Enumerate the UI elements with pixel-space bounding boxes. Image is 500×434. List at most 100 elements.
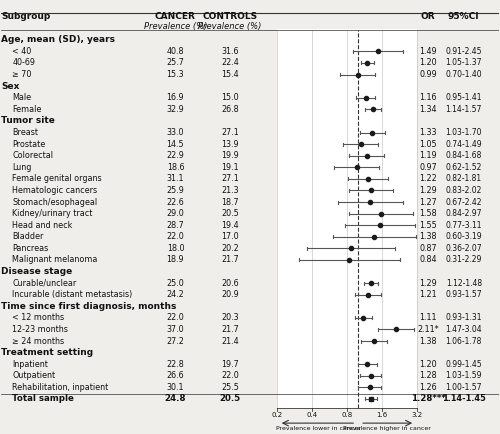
Text: 1.20: 1.20 xyxy=(419,360,437,369)
Text: 1.16: 1.16 xyxy=(420,93,437,102)
Text: 20.5: 20.5 xyxy=(220,395,240,404)
Text: 1.06-1.78: 1.06-1.78 xyxy=(446,336,482,345)
Text: 0.83-2.02: 0.83-2.02 xyxy=(446,186,482,195)
Text: 1.28***: 1.28*** xyxy=(410,395,446,404)
Text: Colorectal: Colorectal xyxy=(12,151,53,160)
Text: 0.36-2.07: 0.36-2.07 xyxy=(446,244,482,253)
Text: 29.0: 29.0 xyxy=(166,209,184,218)
Text: 27.1: 27.1 xyxy=(221,128,239,137)
Text: Tumor site: Tumor site xyxy=(2,116,56,125)
Text: 3.2: 3.2 xyxy=(411,412,422,418)
Text: 32.9: 32.9 xyxy=(166,105,184,114)
Text: 21.4: 21.4 xyxy=(222,336,239,345)
Text: 33.0: 33.0 xyxy=(166,128,184,137)
Text: 1.27: 1.27 xyxy=(419,197,437,207)
Text: 14.5: 14.5 xyxy=(166,140,184,148)
Text: 37.0: 37.0 xyxy=(166,325,184,334)
Text: 0.8: 0.8 xyxy=(342,412,352,418)
Text: < 40: < 40 xyxy=(12,47,32,56)
Text: 21.3: 21.3 xyxy=(222,186,239,195)
Text: 40.8: 40.8 xyxy=(166,47,184,56)
Text: 19.4: 19.4 xyxy=(222,220,239,230)
Text: 1.33: 1.33 xyxy=(420,128,437,137)
Text: 24.2: 24.2 xyxy=(166,290,184,299)
Text: Breast: Breast xyxy=(12,128,38,137)
Text: 19.9: 19.9 xyxy=(221,151,239,160)
Text: 0.99: 0.99 xyxy=(419,70,437,79)
Text: Hematologic cancers: Hematologic cancers xyxy=(12,186,98,195)
Text: 18.6: 18.6 xyxy=(166,163,184,172)
Text: 17.0: 17.0 xyxy=(222,232,239,241)
Text: 1.28: 1.28 xyxy=(419,372,437,380)
Text: 0.67-2.42: 0.67-2.42 xyxy=(446,197,482,207)
Text: 18.0: 18.0 xyxy=(166,244,184,253)
Text: 1.21: 1.21 xyxy=(419,290,437,299)
Text: ≥ 70: ≥ 70 xyxy=(12,70,32,79)
Text: Sex: Sex xyxy=(2,82,20,91)
Text: Curable/unclear: Curable/unclear xyxy=(12,279,76,288)
Text: 1.34: 1.34 xyxy=(420,105,437,114)
Text: Prevalence (%): Prevalence (%) xyxy=(198,22,262,31)
Text: Head and neck: Head and neck xyxy=(12,220,72,230)
Text: ≥ 24 months: ≥ 24 months xyxy=(12,336,64,345)
Text: 20.9: 20.9 xyxy=(221,290,239,299)
Text: 0.97: 0.97 xyxy=(419,163,437,172)
Text: 20.3: 20.3 xyxy=(222,313,239,322)
Text: 16.9: 16.9 xyxy=(166,93,184,102)
Text: 0.93-1.31: 0.93-1.31 xyxy=(446,313,482,322)
Text: Male: Male xyxy=(12,93,32,102)
Text: 25.5: 25.5 xyxy=(221,383,239,392)
Text: 21.7: 21.7 xyxy=(221,256,239,264)
Text: Kidney/urinary tract: Kidney/urinary tract xyxy=(12,209,92,218)
Text: 27.1: 27.1 xyxy=(221,174,239,183)
Text: Inpatient: Inpatient xyxy=(12,360,48,369)
Text: 1.26: 1.26 xyxy=(419,383,437,392)
Text: 19.1: 19.1 xyxy=(222,163,239,172)
Text: 1.03-1.59: 1.03-1.59 xyxy=(446,372,482,380)
Text: 1.11: 1.11 xyxy=(420,313,437,322)
Text: 25.7: 25.7 xyxy=(166,59,184,67)
Text: Pancreas: Pancreas xyxy=(12,244,49,253)
Text: 24.8: 24.8 xyxy=(164,395,186,404)
Text: 0.31-2.29: 0.31-2.29 xyxy=(446,256,482,264)
Text: 22.0: 22.0 xyxy=(166,232,184,241)
Text: 0.93-1.57: 0.93-1.57 xyxy=(446,290,482,299)
Text: 1.29: 1.29 xyxy=(419,279,437,288)
Text: 18.7: 18.7 xyxy=(222,197,239,207)
Text: 25.9: 25.9 xyxy=(166,186,184,195)
Text: OR: OR xyxy=(420,12,436,21)
Text: 1.20: 1.20 xyxy=(419,59,437,67)
Text: CANCER: CANCER xyxy=(155,12,196,21)
Text: Female genital organs: Female genital organs xyxy=(12,174,102,183)
Text: 1.00-1.57: 1.00-1.57 xyxy=(446,383,482,392)
Text: Total sample: Total sample xyxy=(12,395,74,404)
Text: 40-69: 40-69 xyxy=(12,59,36,67)
Text: Prevalence higher in cancer: Prevalence higher in cancer xyxy=(342,426,430,431)
Text: 0.99-1.45: 0.99-1.45 xyxy=(446,360,482,369)
Text: 13.9: 13.9 xyxy=(222,140,239,148)
Text: 1.38: 1.38 xyxy=(420,232,437,241)
Text: 20.5: 20.5 xyxy=(221,209,239,218)
Text: Disease stage: Disease stage xyxy=(2,267,72,276)
Text: Female: Female xyxy=(12,105,42,114)
Text: Lung: Lung xyxy=(12,163,32,172)
Text: 0.95-1.41: 0.95-1.41 xyxy=(446,93,482,102)
Text: 1.05: 1.05 xyxy=(419,140,437,148)
Text: Time since first diagnosis, months: Time since first diagnosis, months xyxy=(2,302,177,311)
Text: Treatment setting: Treatment setting xyxy=(2,348,94,357)
Text: 22.4: 22.4 xyxy=(221,59,239,67)
Text: 1.38: 1.38 xyxy=(420,336,437,345)
Text: Outpatient: Outpatient xyxy=(12,372,56,380)
Text: 20.6: 20.6 xyxy=(222,279,239,288)
Text: 26.6: 26.6 xyxy=(166,372,184,380)
Text: Subgroup: Subgroup xyxy=(2,12,50,21)
Text: 30.1: 30.1 xyxy=(166,383,184,392)
Text: Prevalence lower in cancer: Prevalence lower in cancer xyxy=(276,426,361,431)
Text: 18.9: 18.9 xyxy=(166,256,184,264)
Text: < 12 months: < 12 months xyxy=(12,313,64,322)
Text: 0.74-1.49: 0.74-1.49 xyxy=(446,140,482,148)
Text: 1.55: 1.55 xyxy=(419,220,437,230)
Text: Stomach/esophageal: Stomach/esophageal xyxy=(12,197,98,207)
Text: 2.11*: 2.11* xyxy=(417,325,439,334)
Text: CONTROLS: CONTROLS xyxy=(202,12,258,21)
